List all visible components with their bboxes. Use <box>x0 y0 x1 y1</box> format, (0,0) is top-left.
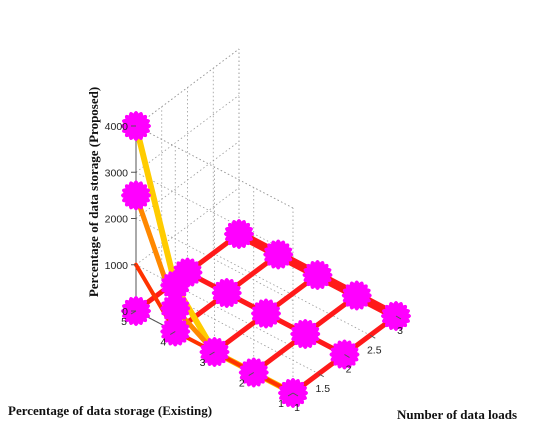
x-tick-mark <box>369 334 376 339</box>
y-tick-mark <box>169 331 176 335</box>
x-tick-mark <box>395 315 402 320</box>
marker-core <box>296 325 315 343</box>
y-tick-label: 5 <box>121 316 127 328</box>
marker-core <box>347 286 366 305</box>
x-tick-label: 2 <box>346 364 352 376</box>
data-point-marker <box>160 270 191 301</box>
grid-side-z <box>135 171 294 255</box>
grid-side-z <box>135 264 294 348</box>
y-tick-label: 4 <box>160 337 166 349</box>
marker-core <box>127 186 145 205</box>
z-tick-label: 4000 <box>105 121 129 133</box>
marker-layer <box>121 111 411 408</box>
tick-layer: 1 1.5 2 2.5 3 1 2 3 4 50 1000 2000 3000 4000 <box>105 121 403 414</box>
marker-core <box>308 266 327 284</box>
data-point-marker <box>263 239 294 270</box>
x-tick-mark <box>318 373 325 378</box>
x-tick-label: 2.5 <box>367 344 382 356</box>
z-tick-label: 0 <box>122 306 128 318</box>
y-tick-mark <box>287 392 294 397</box>
z-tick-label: 3000 <box>105 167 129 179</box>
marker-core <box>166 276 185 295</box>
z-tick-label: 2000 <box>105 214 129 226</box>
y-tick-mark <box>209 351 215 356</box>
data-point-marker <box>121 180 151 211</box>
y-axis-label: Percentage of data storage (Existing) <box>8 403 212 418</box>
y-tick-mark <box>248 372 255 376</box>
grid-side-z <box>135 218 294 301</box>
y-tick-label: 3 <box>200 357 206 369</box>
x-tick-label: 1.5 <box>315 383 330 395</box>
data-point-marker <box>211 278 242 308</box>
grid-back-z <box>135 94 240 173</box>
z-axis-label: Percentage of data storage (Proposed) <box>86 87 101 297</box>
grid-top-edge <box>135 125 294 209</box>
data-point-marker <box>160 293 191 324</box>
marker-core <box>217 284 236 302</box>
x-axis-label: Number of data loads <box>397 407 517 422</box>
data-point-marker <box>251 298 281 329</box>
z-tick-label: 1000 <box>105 260 129 272</box>
marker-core <box>230 225 248 243</box>
y-tick-label: 1 <box>278 398 284 410</box>
marker-core <box>269 245 288 264</box>
x-tick-label: 3 <box>397 325 403 337</box>
data-point-marker <box>341 280 372 311</box>
data-point-marker <box>302 260 333 290</box>
data-point-marker <box>290 319 321 349</box>
x-tick-mark <box>292 392 299 397</box>
x-tick-label: 1 <box>294 402 300 414</box>
grid-top-edge <box>135 48 240 127</box>
marker-core <box>257 304 275 323</box>
marker-core <box>166 299 185 318</box>
x-tick-mark <box>344 354 350 358</box>
data-point-marker <box>224 219 254 249</box>
y-tick-label: 2 <box>239 378 245 390</box>
